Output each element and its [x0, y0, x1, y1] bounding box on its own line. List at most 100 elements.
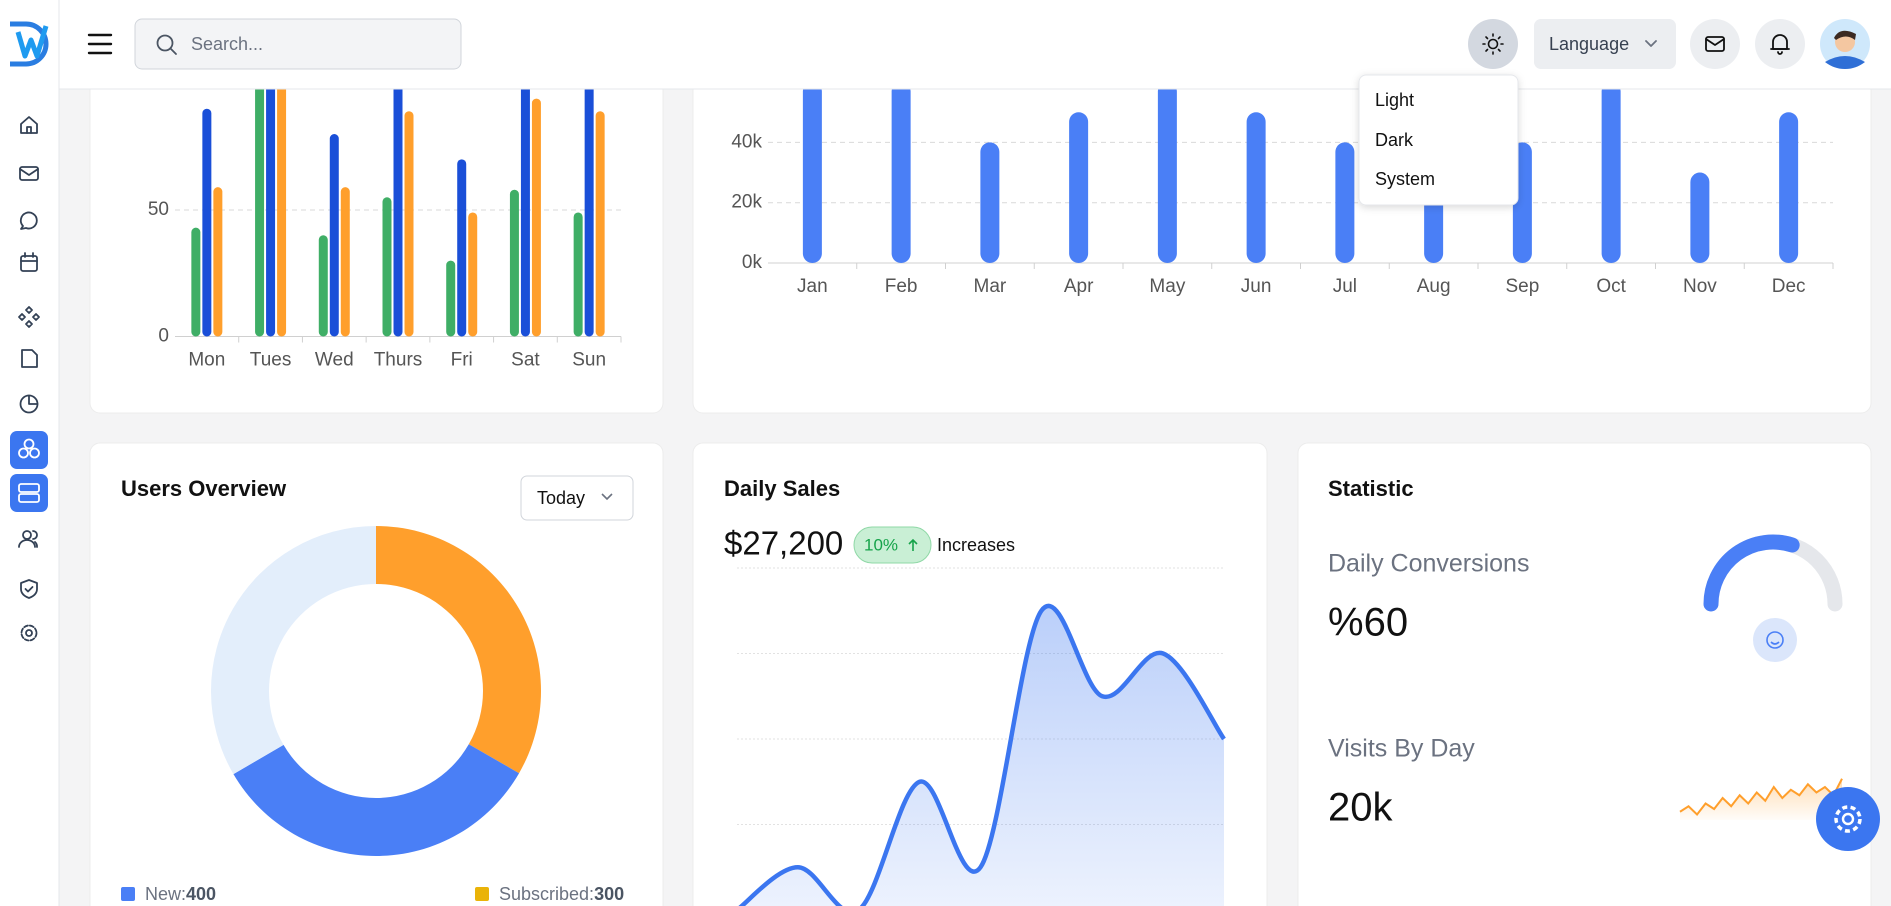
area-chart: [737, 567, 1226, 906]
bar: [468, 212, 478, 337]
stat-label: Visits By Day: [1328, 735, 1475, 763]
bar: [1690, 172, 1710, 263]
x-tick-label: Tues: [250, 350, 292, 371]
nav-home[interactable]: [20, 116, 38, 134]
bar: [509, 189, 519, 337]
nav-server-active[interactable]: [10, 474, 48, 512]
sun-icon: [1482, 33, 1504, 55]
x-tick-label: Wed: [315, 350, 354, 371]
search-icon: [156, 34, 177, 55]
notification-button[interactable]: [1755, 19, 1805, 69]
bar: [531, 98, 541, 337]
nav-server-icon: [18, 483, 40, 503]
bar: [191, 227, 201, 337]
card-title: Daily Sales: [724, 476, 840, 501]
nav-mail[interactable]: [19, 166, 39, 181]
theme-option[interactable]: Dark: [1375, 130, 1414, 150]
header: Search... Language: [0, 0, 1891, 90]
bar: [393, 83, 403, 337]
nav-charts[interactable]: [19, 394, 39, 414]
gauge-icon: [1766, 631, 1784, 649]
search-box[interactable]: [134, 18, 462, 70]
x-tick-label: Sun: [572, 350, 606, 371]
bar: [1157, 82, 1177, 263]
filter-dropdown[interactable]: [520, 475, 634, 521]
bar: [213, 187, 223, 337]
nav-apps-active[interactable]: [10, 431, 48, 469]
chevron: [1645, 40, 1657, 47]
x-tick-label: May: [1149, 276, 1185, 297]
fab-bg[interactable]: [1816, 787, 1880, 851]
bar: [520, 83, 530, 337]
search-placeholder: Search...: [191, 34, 263, 54]
gauge-value: [1703, 534, 1800, 612]
nav-components[interactable]: [18, 306, 40, 328]
area-line: [738, 604, 1226, 906]
avatar-shirt: [1825, 56, 1865, 69]
stat-label: Daily Conversions: [1328, 550, 1529, 578]
users-card: [89, 442, 664, 906]
legend-label: Subscribed:: [499, 884, 594, 904]
bar: [573, 212, 583, 337]
card-title: Users Overview: [121, 476, 287, 501]
bar: [802, 82, 822, 263]
theme-option[interactable]: System: [1375, 169, 1435, 189]
nav-apps-icon: [18, 438, 40, 459]
donut-segment: [233, 744, 520, 856]
sales-amount: $27,200: [724, 525, 843, 562]
theme-option[interactable]: Light: [1375, 90, 1414, 110]
legend-value: 300: [594, 884, 624, 904]
bar: [1779, 112, 1799, 263]
fab-icon: [1841, 812, 1855, 826]
x-tick-label: Oct: [1596, 276, 1626, 297]
bar: [266, 83, 276, 337]
legend-label: New:: [145, 884, 186, 904]
legend-value: 400: [186, 884, 216, 904]
language-button[interactable]: [1534, 19, 1676, 69]
chevron: [601, 493, 613, 501]
bar: [202, 108, 212, 337]
up-arrow: [908, 538, 918, 551]
sparkline: [1679, 778, 1843, 816]
y-tick-label: 50: [148, 199, 169, 220]
nav-chat[interactable]: [19, 211, 38, 230]
logo[interactable]: [10, 21, 49, 67]
theme-button[interactable]: [1468, 19, 1518, 69]
nav-users[interactable]: [18, 530, 38, 548]
bar: [277, 83, 287, 337]
statistic-card: [1297, 442, 1872, 906]
nav-calendar[interactable]: [20, 252, 38, 272]
bar: [340, 187, 350, 337]
x-tick-label: Sat: [511, 350, 540, 371]
change-value: 10%: [864, 535, 898, 554]
donut-segment: [210, 526, 376, 775]
x-tick-label: Fri: [451, 350, 473, 371]
bar: [595, 111, 605, 337]
y-tick-label: 0: [158, 326, 169, 347]
bar: [382, 197, 392, 337]
x-tick-label: Dec: [1772, 276, 1806, 297]
stat-value: %60: [1328, 601, 1408, 645]
x-tick-label: Mon: [188, 350, 225, 371]
settings-fab[interactable]: [1816, 787, 1880, 851]
bar: [1601, 82, 1621, 263]
x-tick-label: Aug: [1417, 276, 1451, 297]
bar: [255, 83, 265, 337]
theme-menu: Light Dark System: [1358, 74, 1519, 206]
x-tick-label: Sep: [1505, 276, 1539, 297]
x-tick-label: Jul: [1333, 276, 1357, 297]
nav-files[interactable]: [21, 349, 38, 368]
nav-settings[interactable]: [20, 624, 38, 642]
y-tick-label: 40k: [731, 131, 762, 152]
nav-security[interactable]: [20, 579, 38, 599]
bar: [584, 83, 594, 337]
gauge-icon-smile: [1770, 641, 1780, 645]
cards: [89, 0, 1872, 906]
bar: [980, 142, 1000, 263]
menu-button[interactable]: [87, 33, 113, 55]
fab-icon: [1834, 805, 1862, 833]
bar: [318, 235, 328, 337]
stat-value: 20k: [1328, 786, 1393, 830]
x-tick-label: Nov: [1683, 276, 1717, 297]
